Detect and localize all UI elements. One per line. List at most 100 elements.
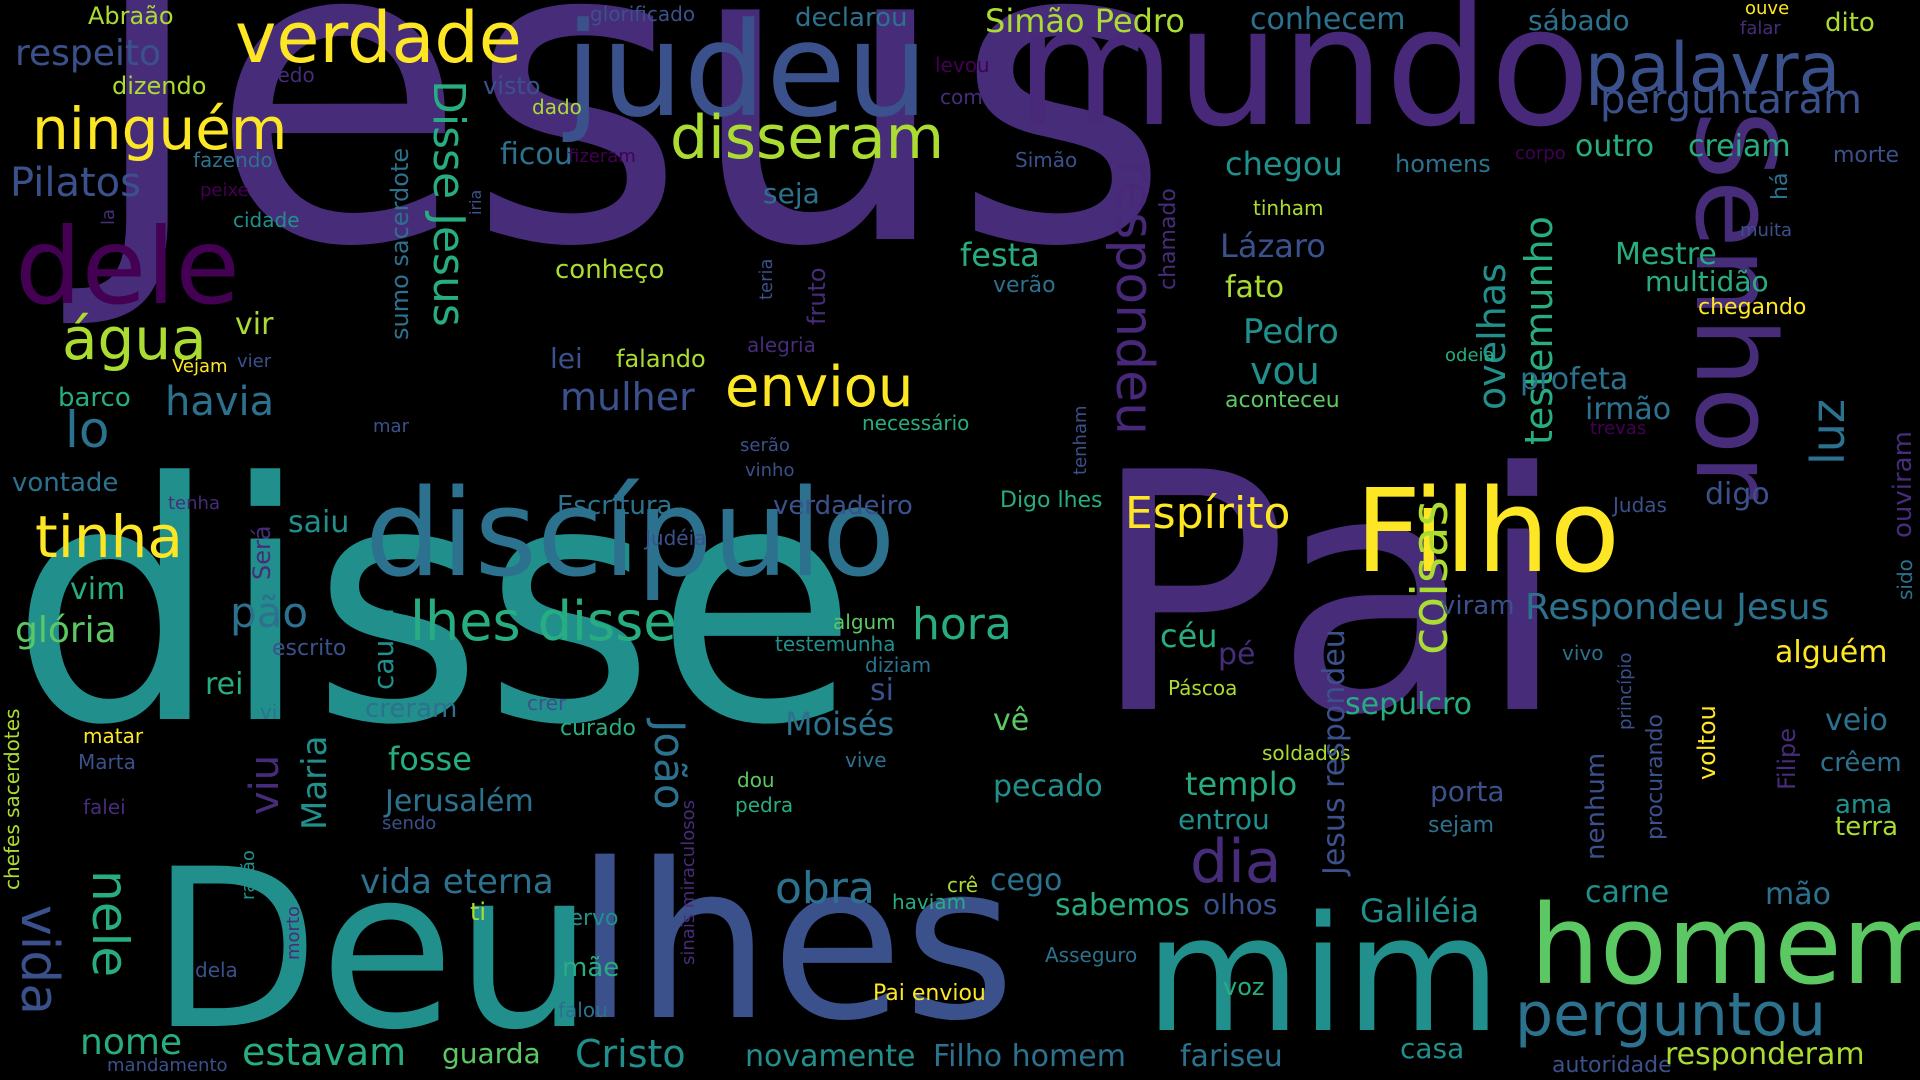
word-hora: hora bbox=[912, 599, 1012, 650]
word-lazaro: Lázaro bbox=[1220, 227, 1326, 265]
word-falando: falando bbox=[616, 345, 706, 373]
word-algum: algum bbox=[833, 610, 896, 634]
word-odeia: odeia bbox=[1445, 345, 1495, 366]
word-marta: Marta bbox=[78, 750, 136, 774]
word-falou: falou bbox=[558, 998, 608, 1022]
word-aconteceu: aconteceu bbox=[1225, 388, 1340, 413]
word-dia: dia bbox=[1190, 827, 1282, 897]
word-veio: veio bbox=[1825, 703, 1888, 738]
word-vir: vir bbox=[235, 307, 274, 342]
word-conhecem: conhecem bbox=[1250, 2, 1406, 37]
word-sendo: sendo bbox=[382, 813, 437, 834]
word-seja: seja bbox=[763, 177, 820, 210]
word-cristo: Cristo bbox=[575, 1032, 686, 1076]
word-verdadeiro: verdadeiro bbox=[773, 491, 913, 521]
word-casa: casa bbox=[1400, 1032, 1465, 1065]
word-glorificado: glorificado bbox=[590, 2, 696, 26]
word-digo: digo bbox=[1705, 477, 1770, 512]
word-homens: homens bbox=[1395, 150, 1491, 178]
word-morto: morto bbox=[283, 905, 304, 960]
word-matar: matar bbox=[83, 724, 144, 748]
word-pascoa: Páscoa bbox=[1168, 676, 1238, 700]
word-responderam: responderam bbox=[1665, 1037, 1865, 1072]
word-entrou: entrou bbox=[1178, 803, 1270, 836]
word-diziam: diziam bbox=[865, 653, 932, 677]
word-servo: servo bbox=[558, 906, 619, 931]
word-ama: ama bbox=[1835, 790, 1893, 820]
word-creem: crêem bbox=[1820, 748, 1902, 778]
word-lhes-disse: lhes disse bbox=[410, 590, 677, 653]
word-abraao: Abraão bbox=[88, 2, 174, 30]
word-visto: visto bbox=[483, 72, 541, 100]
word-sepulcro: sepulcro bbox=[1345, 687, 1473, 722]
word-sinais-miraculosos: sinais miraculosos bbox=[678, 800, 699, 965]
word-chamado: chamado bbox=[1156, 188, 1181, 290]
word-vinho: vinho bbox=[745, 460, 795, 481]
word-fruto: fruto bbox=[803, 267, 831, 325]
word-soldados: soldados bbox=[1262, 741, 1351, 765]
word-declarou: declarou bbox=[795, 3, 908, 33]
word-crer: crer bbox=[527, 691, 567, 715]
word-multidao: multidão bbox=[1645, 265, 1769, 298]
word-respondeu-jesus: Respondeu Jesus bbox=[1525, 587, 1830, 628]
word-perguntou: perguntou bbox=[1515, 980, 1827, 1050]
word-dito: dito bbox=[1825, 8, 1875, 38]
word-respeito: respeito bbox=[15, 33, 162, 74]
word-ti: ti bbox=[470, 898, 487, 926]
word-vier: vier bbox=[237, 351, 272, 372]
word-obra: obra bbox=[775, 863, 875, 914]
word-chegando: chegando bbox=[1698, 295, 1807, 320]
word-ouviram: ouviram bbox=[1888, 431, 1918, 538]
word-homem: homem bbox=[1530, 881, 1920, 1009]
word-alegria: alegria bbox=[747, 333, 816, 357]
word-ve: vê bbox=[993, 703, 1030, 738]
word-saiu: saiu bbox=[288, 505, 350, 540]
word-si: si bbox=[870, 673, 894, 708]
word-razao: razão bbox=[238, 850, 259, 900]
word-verao: verão bbox=[993, 273, 1056, 298]
word-mim: mim bbox=[1145, 881, 1502, 1068]
word-tinham: tinham bbox=[1253, 196, 1324, 220]
word-conheco: conheço bbox=[555, 255, 665, 285]
word-sabemos: sabemos bbox=[1055, 888, 1190, 923]
word-profeta: profeta bbox=[1520, 362, 1629, 397]
word-jesus: Jesus bbox=[85, 0, 1172, 339]
word-simao: Simão bbox=[1015, 148, 1078, 172]
word-testemunha: testemunha bbox=[775, 632, 896, 656]
word-principio: princípio bbox=[1615, 652, 1636, 730]
word-judas: Judas bbox=[1613, 493, 1667, 517]
word-jerusalem: Jerusalém bbox=[385, 784, 534, 819]
word-mestre: Mestre bbox=[1615, 237, 1717, 272]
word-novamente: novamente bbox=[745, 1039, 916, 1074]
word-fizeram: fizeram bbox=[568, 146, 636, 167]
word-terra: terra bbox=[1835, 812, 1899, 842]
word-vida: vida bbox=[9, 905, 69, 1016]
word-dele: dele bbox=[15, 206, 241, 328]
word-guarda: guarda bbox=[442, 1037, 541, 1070]
word-corpo: corpo bbox=[1515, 143, 1566, 164]
word-voltou: voltou bbox=[1693, 705, 1721, 780]
word-porta: porta bbox=[1430, 775, 1505, 808]
word-verdade: verdade bbox=[235, 0, 522, 79]
word-havia: havia bbox=[165, 379, 275, 425]
word-mae: mãe bbox=[562, 953, 620, 983]
word-testemunho: testemunho bbox=[1517, 216, 1561, 445]
word-judeia: Judéia bbox=[645, 526, 707, 550]
word-enviou: enviou bbox=[725, 355, 914, 420]
word-agua: água bbox=[62, 305, 207, 373]
word-moises: Moisés bbox=[785, 705, 895, 743]
word-sabado: sábado bbox=[1528, 4, 1630, 37]
word-simao-pedro: Simão Pedro bbox=[985, 2, 1185, 40]
word-vim: vim bbox=[70, 572, 126, 607]
word-filipe: Filipe bbox=[1773, 727, 1801, 790]
word-pecado: pecado bbox=[993, 769, 1103, 804]
word-chefes-sacerdotes: chefes sacerdotes bbox=[0, 708, 24, 890]
word-procurando: procurando bbox=[1643, 714, 1668, 840]
word-sera: Será bbox=[248, 525, 276, 580]
word-festa: festa bbox=[960, 236, 1040, 274]
word-autoridade: autoridade bbox=[1552, 1053, 1672, 1078]
word-lhes: lhes bbox=[575, 817, 1016, 1068]
word-iria: iria bbox=[466, 189, 485, 215]
word-mandamento: mandamento bbox=[107, 1055, 228, 1076]
word-tenha: tenha bbox=[168, 493, 220, 514]
